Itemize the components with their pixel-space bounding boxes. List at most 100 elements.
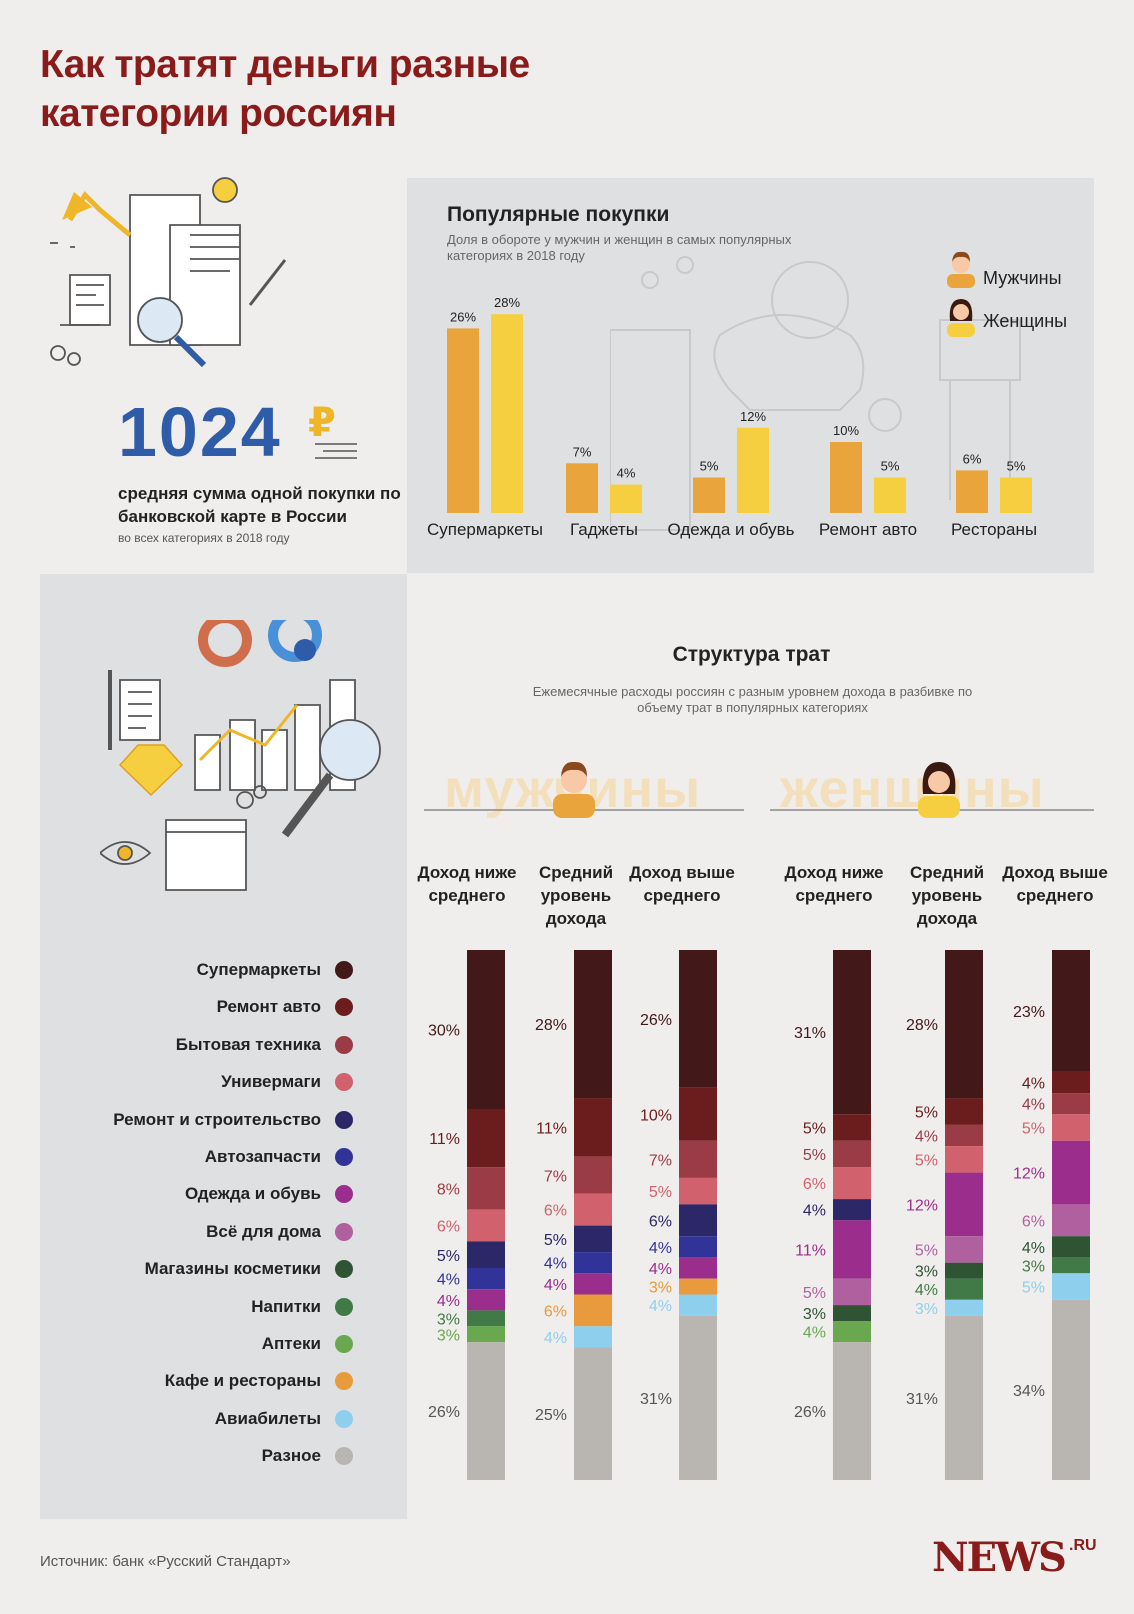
segment-value-label: 28% [535, 1017, 567, 1034]
women-middle-income-heading: Средний уровень дохода [909, 863, 985, 928]
segment-value-label: 4% [803, 1203, 826, 1220]
segment-value-label: 11% [536, 1121, 567, 1138]
segment-value-label: 4% [544, 1330, 567, 1347]
stack-segment [1052, 1236, 1090, 1258]
segment-value-label: 3% [1022, 1258, 1045, 1275]
segment-value-label: 26% [794, 1404, 826, 1421]
segment-value-label: 6% [544, 1303, 567, 1320]
legend-item-label: Автозапчасти [204, 1147, 321, 1166]
stack-segment [945, 950, 983, 1099]
segment-value-label: 31% [640, 1391, 672, 1408]
legend-color-dot [335, 1409, 353, 1428]
legend-color-dot [335, 1035, 353, 1054]
stack-segment [467, 1241, 505, 1268]
segment-value-label: 3% [437, 1311, 460, 1328]
segment-value-label: 31% [906, 1391, 938, 1408]
bar-value-label: 26% [450, 309, 476, 324]
segment-value-label: 7% [544, 1168, 567, 1185]
segment-value-label: 6% [803, 1176, 826, 1193]
news-logo-suffix: .RU [1069, 1537, 1097, 1554]
segment-value-label: 10% [640, 1107, 672, 1124]
legend-item: Универмаги [221, 1070, 353, 1094]
segment-value-label: 3% [915, 1264, 938, 1281]
stack-segment [833, 950, 871, 1115]
stack-segment [679, 1257, 717, 1279]
segment-value-label: 4% [649, 1240, 672, 1257]
segment-value-label: 5% [803, 1121, 826, 1138]
page-title: Как тратят деньги разные категории росси… [40, 43, 530, 135]
segment-value-label: 4% [803, 1325, 826, 1342]
stack-segment [467, 1310, 505, 1327]
stack-segment [945, 1299, 983, 1316]
segment-value-label: 4% [1022, 1240, 1045, 1257]
segment-value-label: 12% [906, 1197, 938, 1214]
legend-item: Кафе и рестораны [165, 1369, 353, 1393]
ruble-sign: ₽ [308, 401, 336, 445]
stack-segment [679, 950, 717, 1088]
segment-value-label: 5% [1022, 1280, 1045, 1297]
source-note: Источник: банк «Русский Стандарт» [40, 1553, 291, 1570]
legend-item-label: Авиабилеты [214, 1408, 321, 1428]
segment-value-label: 5% [649, 1184, 672, 1201]
bar-value-label: 4% [617, 466, 636, 481]
bar-men-3 [830, 442, 862, 513]
segment-value-label: 5% [915, 1152, 938, 1169]
stack-segment [467, 1289, 505, 1311]
popular-purchases-chart: 26% 28% Супермаркеты 7% 4% Гаджеты 5% 12% Одежда… [427, 295, 1037, 539]
popular-purchases-title: Популярные покупки [447, 203, 670, 226]
legend-item-label: Напитки [251, 1296, 321, 1316]
bar-women-4 [1000, 477, 1032, 513]
popular-purchases-subtitle: Доля в обороте у мужчин и женщин в самых… [447, 232, 792, 263]
segment-value-label: 7% [649, 1152, 672, 1169]
stack-segment [467, 1326, 505, 1343]
stack-segment [679, 1315, 717, 1480]
legend-item-label: Ремонт авто [216, 997, 321, 1017]
stack-segment [574, 1347, 612, 1480]
segment-value-label: 4% [915, 1282, 938, 1299]
women-high-income-heading: Доход выше среднего [1002, 863, 1108, 905]
segment-value-label: 3% [915, 1301, 938, 1318]
bar-men-2 [693, 477, 725, 513]
segment-value-label: 5% [544, 1232, 567, 1249]
legend-color-dot [335, 1073, 353, 1092]
legend-item: Супермаркеты [197, 958, 353, 982]
stack-segment [467, 1268, 505, 1290]
legend-item: Авиабилеты [215, 1407, 353, 1431]
legend-women-label: Женщины [983, 311, 1068, 331]
segment-value-label: 26% [640, 1012, 672, 1029]
stack-segment [833, 1321, 871, 1343]
stack-segment [467, 1209, 505, 1242]
men-low-income-heading: Доход ниже среднего [417, 863, 517, 905]
legend-item-label: Бытовая техника [175, 1034, 321, 1054]
segment-value-label: 8% [437, 1182, 460, 1199]
legend-color-dot [335, 1148, 353, 1166]
average-purchase-value: 1024 [118, 393, 282, 471]
legend-item: Всё для дома [206, 1220, 353, 1244]
stack-segment [574, 1252, 612, 1274]
stack-segment [945, 1262, 983, 1279]
category-axis-label: Рестораны [951, 520, 1037, 539]
legend-item-label: Разное [261, 1446, 321, 1466]
bar-value-label: 10% [833, 423, 859, 438]
stack-segment [1052, 1257, 1090, 1274]
segment-value-label: 25% [535, 1407, 567, 1424]
bar-value-label: 7% [573, 444, 592, 459]
stack-segment [833, 1114, 871, 1141]
bar-value-label: 28% [494, 295, 520, 310]
legend-item-label: Супермаркеты [196, 960, 321, 979]
segment-value-label: 5% [915, 1105, 938, 1122]
legend-item: Одежда и обувь [185, 1182, 353, 1206]
stack-segment [833, 1305, 871, 1321]
women-section-label: женщины [780, 759, 1045, 819]
legend-color-dot [335, 1447, 353, 1466]
legend-item-label: Магазины косметики [144, 1259, 321, 1279]
stack-segment [679, 1087, 717, 1141]
segment-value-label: 4% [1022, 1097, 1045, 1114]
stack-segment [679, 1140, 717, 1178]
legend-item-label: Кафе и рестораны [164, 1371, 321, 1391]
stack-segment [574, 1098, 612, 1157]
bar-women-2 [737, 427, 769, 513]
segment-value-label: 4% [437, 1272, 460, 1289]
stack-segment [574, 1193, 612, 1226]
stack-segment [1052, 1273, 1090, 1300]
